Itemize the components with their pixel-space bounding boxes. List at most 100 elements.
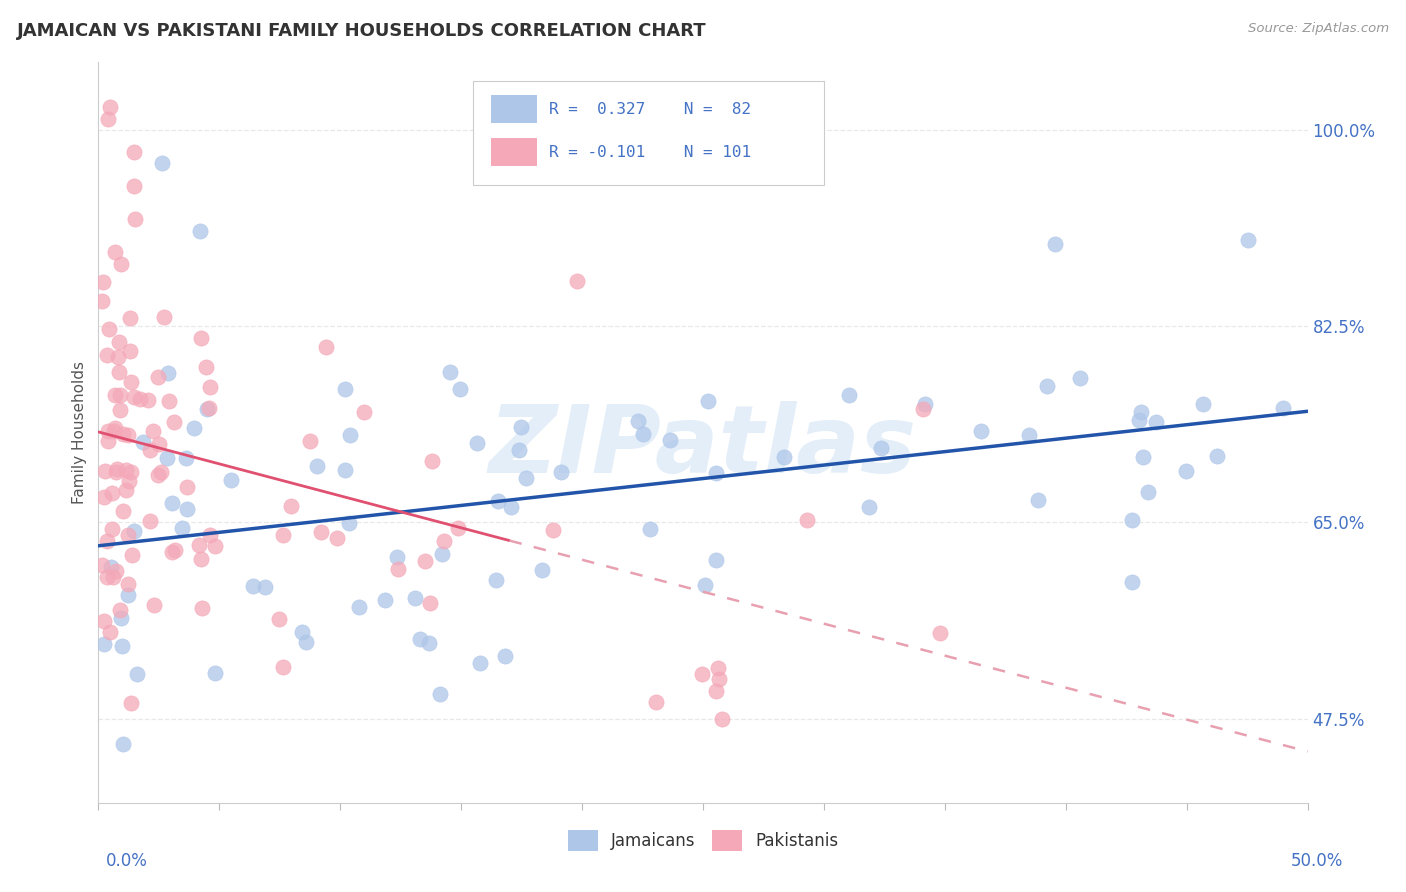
Point <box>93 464 115 478</box>
Point <box>93 614 115 628</box>
Point <box>707 661 730 675</box>
Point <box>271 527 294 541</box>
Y-axis label: Family Households: Family Households <box>72 361 87 504</box>
Point <box>432 547 454 561</box>
Point <box>198 528 221 542</box>
Point <box>1272 401 1295 416</box>
Point <box>627 414 650 428</box>
Point <box>162 495 184 509</box>
Point <box>195 359 218 374</box>
Point <box>136 392 159 407</box>
Point <box>115 483 138 497</box>
Point <box>190 552 212 566</box>
Point <box>1237 233 1260 247</box>
Point <box>150 156 173 170</box>
Bar <box>492 95 537 123</box>
Point <box>796 513 818 527</box>
Point <box>291 625 314 640</box>
Point <box>501 500 523 515</box>
Point <box>645 695 668 709</box>
Point <box>333 382 356 396</box>
Point <box>631 427 654 442</box>
Point <box>101 570 124 584</box>
Point <box>488 494 510 508</box>
Point <box>326 531 349 545</box>
Point <box>93 637 115 651</box>
Point <box>100 625 122 640</box>
Point <box>541 523 564 537</box>
Point <box>122 145 145 160</box>
Point <box>131 435 153 450</box>
Point <box>197 401 219 416</box>
Point <box>155 450 177 465</box>
Point <box>470 657 492 671</box>
Point <box>107 334 129 349</box>
Point <box>176 502 198 516</box>
Point <box>353 405 375 419</box>
Point <box>108 603 131 617</box>
Point <box>138 442 160 457</box>
Point <box>149 465 172 479</box>
Point <box>115 463 138 477</box>
Point <box>1137 485 1160 500</box>
Point <box>869 441 891 455</box>
Point <box>858 500 880 515</box>
Point <box>439 365 461 379</box>
Point <box>447 521 470 535</box>
Point <box>204 539 226 553</box>
Point <box>1192 397 1215 411</box>
Point <box>970 424 993 438</box>
Point <box>108 365 131 379</box>
Point <box>120 311 142 326</box>
Point <box>191 601 214 615</box>
Point <box>711 712 734 726</box>
Point <box>385 549 408 564</box>
Point <box>104 465 127 479</box>
Text: R = -0.101    N = 101: R = -0.101 N = 101 <box>550 145 752 160</box>
Point <box>1174 464 1197 478</box>
Point <box>315 340 337 354</box>
Point <box>96 570 118 584</box>
Point <box>128 392 150 406</box>
Point <box>121 548 143 562</box>
Point <box>204 666 226 681</box>
Point <box>294 634 316 648</box>
Point <box>152 310 174 324</box>
Point <box>187 538 209 552</box>
Point <box>349 600 371 615</box>
Point <box>143 599 166 613</box>
Point <box>928 625 950 640</box>
Point <box>107 350 129 364</box>
Point <box>465 436 488 450</box>
Point <box>690 666 713 681</box>
Point <box>104 564 127 578</box>
Point <box>148 436 170 450</box>
Point <box>374 593 396 607</box>
Point <box>267 612 290 626</box>
Point <box>1036 379 1059 393</box>
Point <box>157 366 180 380</box>
Point <box>413 554 436 568</box>
Point <box>103 425 125 439</box>
Point <box>515 471 537 485</box>
Point <box>111 504 134 518</box>
Point <box>117 428 139 442</box>
Point <box>339 427 361 442</box>
Point <box>485 574 508 588</box>
Point <box>449 382 471 396</box>
Point <box>146 468 169 483</box>
Point <box>170 521 193 535</box>
Point <box>90 293 112 308</box>
Point <box>176 451 198 466</box>
Point <box>195 402 218 417</box>
Point <box>121 697 143 711</box>
Point <box>280 499 302 513</box>
Point <box>494 648 516 663</box>
Legend: Jamaicans, Pakistanis: Jamaicans, Pakistanis <box>561 823 845 857</box>
Text: Source: ZipAtlas.com: Source: ZipAtlas.com <box>1249 22 1389 36</box>
Point <box>309 525 332 540</box>
Point <box>117 527 139 541</box>
Point <box>97 434 120 448</box>
Point <box>697 393 720 408</box>
Point <box>339 516 361 531</box>
